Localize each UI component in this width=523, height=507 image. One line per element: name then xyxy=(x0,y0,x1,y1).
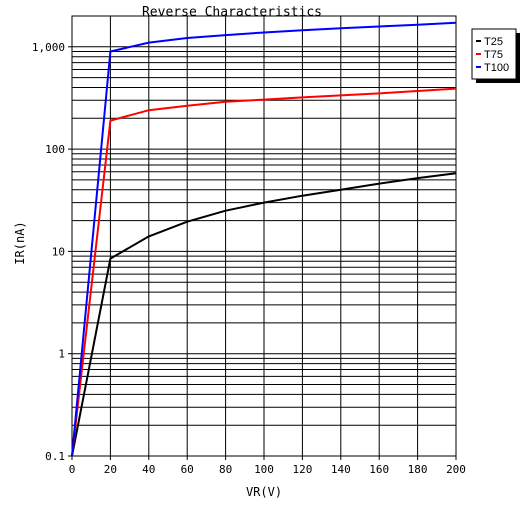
x-tick-label: 40 xyxy=(142,463,155,476)
x-tick-label: 0 xyxy=(69,463,76,476)
legend-label-t100: T100 xyxy=(484,62,509,74)
x-axis-ticks: 0 20 40 60 80 100 120 140 160 180 200 xyxy=(69,456,466,476)
x-tick-label: 60 xyxy=(181,463,194,476)
legend-label-t25: T25 xyxy=(484,36,503,48)
legend-label-t75: T75 xyxy=(484,49,503,61)
x-axis-title: VR(V) xyxy=(246,485,282,499)
chart-title: Reverse Characteristics xyxy=(142,5,322,20)
x-tick-label: 200 xyxy=(446,463,466,476)
series-line-t100 xyxy=(71,21,457,457)
x-tick-label: 80 xyxy=(219,463,232,476)
x-tick-label: 140 xyxy=(331,463,351,476)
x-tick-label: 160 xyxy=(369,463,389,476)
x-tick-label: 120 xyxy=(292,463,312,476)
series-group xyxy=(71,21,457,457)
x-tick-label: 20 xyxy=(104,463,117,476)
x-tick-label: 180 xyxy=(408,463,428,476)
series-line-t25 xyxy=(71,172,457,457)
y-tick-label: 100 xyxy=(45,143,65,156)
y-tick-label: 0.1 xyxy=(45,450,65,463)
grid xyxy=(72,16,456,456)
series-line-t75 xyxy=(71,87,457,457)
x-tick-label: 100 xyxy=(254,463,274,476)
y-tick-label: 10 xyxy=(52,245,65,258)
y-axis-ticks: 0.1 1 10 100 1,000 xyxy=(32,41,72,463)
y-axis-title: IR(nA) xyxy=(13,221,27,264)
y-tick-label: 1,000 xyxy=(32,41,65,54)
y-tick-label: 1 xyxy=(58,348,65,361)
